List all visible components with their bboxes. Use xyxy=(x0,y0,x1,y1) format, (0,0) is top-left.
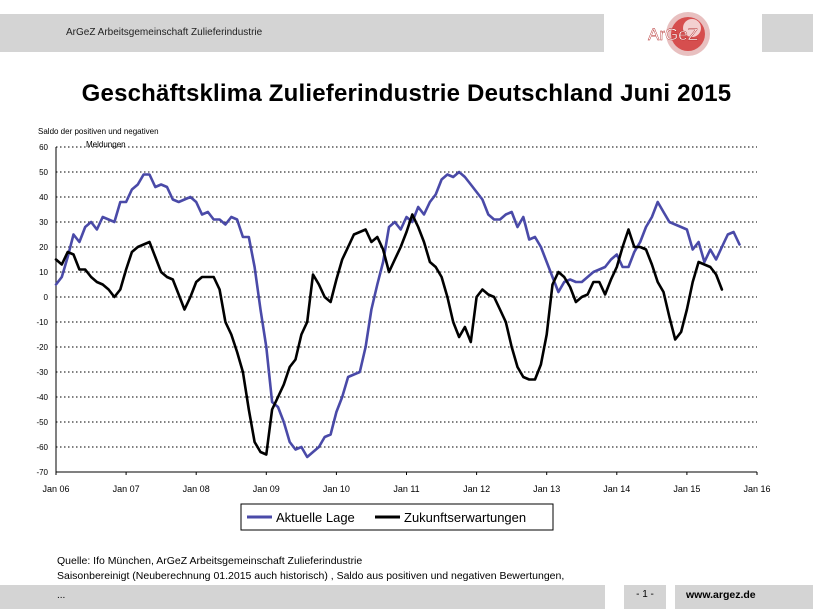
series-line-zukunftserwartungen xyxy=(54,213,724,456)
header-bar xyxy=(0,14,604,52)
y-tick-label: -40 xyxy=(36,393,48,402)
logo-swirl-inner xyxy=(683,19,701,37)
x-tick-label: Jan 08 xyxy=(183,484,210,494)
header-right-block xyxy=(762,14,813,52)
y-tick-label: 50 xyxy=(39,168,48,177)
legend-label-zukunftserwartungen: Zukunftserwartungen xyxy=(404,510,526,525)
x-tick-label: Jan 06 xyxy=(42,484,69,494)
x-tick-label: Jan 09 xyxy=(253,484,280,494)
y-tick-label: 30 xyxy=(39,218,48,227)
y-axis-ticks: 60 50 40 30 20 10 0 -10 -20 -30 -40 -50 -60 -70 xyxy=(36,143,48,477)
footer-ellipsis: ... xyxy=(57,590,66,601)
x-tick-label: Jan 07 xyxy=(113,484,140,494)
y-tick-label: 10 xyxy=(39,268,48,277)
x-tick-label: Jan 13 xyxy=(533,484,560,494)
header-org-name: ArGeZ Arbeitsgemeinschaft Zulieferindust… xyxy=(66,27,263,38)
y-tick-label: 60 xyxy=(39,143,48,152)
footer-url[interactable]: www.argez.de xyxy=(686,589,756,601)
legend: Aktuelle Lage Zukunftserwartungen xyxy=(240,503,554,531)
source-line-1: Quelle: Ifo München, ArGeZ Arbeitsgemein… xyxy=(57,555,363,567)
y-axis-label-line1: Saldo der positiven und negativen xyxy=(38,127,159,136)
x-tick-label: Jan 10 xyxy=(323,484,350,494)
y-tick-label: -50 xyxy=(36,418,48,427)
y-tick-label: -60 xyxy=(36,443,48,452)
footer-bar xyxy=(0,585,605,609)
y-tick-label: -70 xyxy=(36,468,48,477)
x-tick-label: Jan 15 xyxy=(673,484,700,494)
legend-label-aktuelle-lage: Aktuelle Lage xyxy=(276,510,355,525)
chart-area: 60 50 40 30 20 10 0 -10 -20 -30 -40 -50 -60 -70 Jan 0… xyxy=(36,127,771,531)
y-tick-label: -10 xyxy=(36,318,48,327)
page-number: - 1 - xyxy=(624,585,666,609)
grid-lines xyxy=(56,146,757,448)
y-tick-label: 20 xyxy=(39,243,48,252)
x-axis-ticks: Jan 06 Jan 07 Jan 08 Jan 09 Jan 10 Jan 11 Jan … xyxy=(42,472,771,494)
series-line-aktuelle-lage xyxy=(54,170,741,459)
footer-url-bar xyxy=(675,585,813,609)
y-tick-label: -30 xyxy=(36,368,48,377)
x-tick-label: Jan 14 xyxy=(603,484,630,494)
axes xyxy=(55,147,757,473)
x-tick-label: Jan 12 xyxy=(463,484,490,494)
y-tick-label: 40 xyxy=(39,193,48,202)
x-tick-label: Jan 16 xyxy=(743,484,770,494)
y-tick-label: -20 xyxy=(36,343,48,352)
logo-text: ArGeZ xyxy=(648,25,698,44)
y-tick-label: 0 xyxy=(44,293,49,302)
source-line-2: Saisonbereinigt (Neuberechnung 01.2015 a… xyxy=(57,570,565,582)
x-tick-label: Jan 11 xyxy=(393,484,419,494)
chart-title: Geschäftsklima Zulieferindustrie Deutsch… xyxy=(81,80,732,107)
y-axis-label-line2: Meldungen xyxy=(86,140,126,149)
series-lines xyxy=(54,170,741,459)
argez-logo: ArGeZ xyxy=(648,12,710,56)
